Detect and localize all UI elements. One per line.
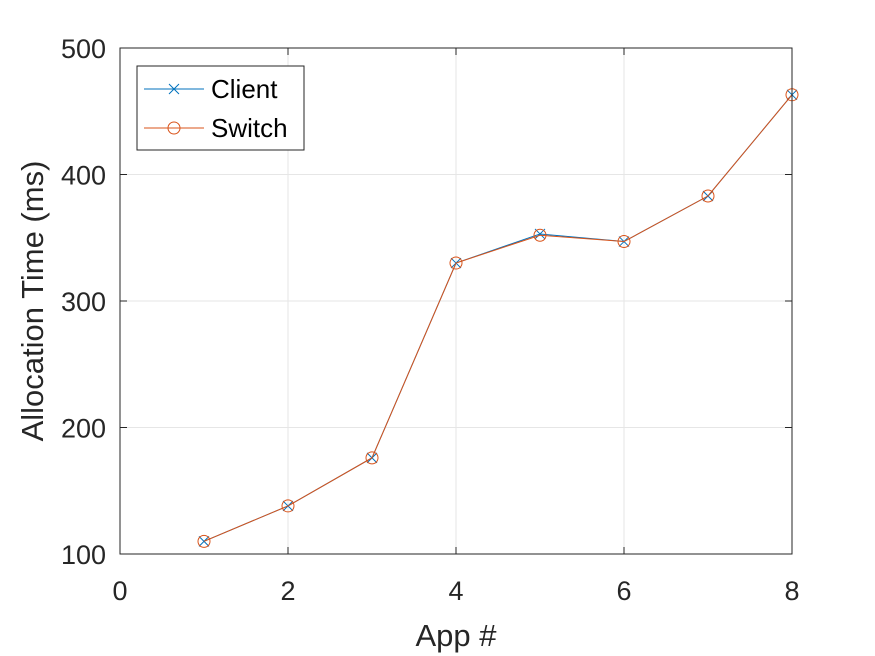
series-switch-point [701, 189, 715, 203]
series-switch-point [281, 499, 295, 513]
series-switch-point [365, 451, 379, 465]
axis-ticks [119, 47, 793, 555]
series-switch-point [617, 235, 631, 249]
series-switch-point [449, 256, 463, 270]
x-tick-label: 8 [784, 576, 799, 606]
x-tick-label: 6 [616, 576, 631, 606]
series-switch-line [203, 94, 793, 542]
tick-labels: 0 2 4 6 8 100 200 300 400 500 [61, 34, 800, 606]
series-layer [197, 88, 799, 548]
legend-client-x-marker [168, 83, 180, 95]
x-tick-label: 2 [280, 576, 295, 606]
x-axis-label: App # [415, 618, 497, 653]
legend-switch-label: Switch [211, 113, 288, 143]
series-switch [197, 88, 799, 548]
y-axis-label: Allocation Time (ms) [15, 161, 50, 442]
series-switch-point [533, 228, 547, 242]
legend-switch-circle-marker [167, 121, 181, 135]
y-tick-label: 300 [61, 287, 106, 317]
series-switch-point [197, 534, 211, 548]
x-tick-label: 0 [112, 576, 127, 606]
y-tick-label: 100 [61, 540, 106, 570]
y-tick-label: 400 [61, 161, 106, 191]
legend-client-label: Client [211, 74, 278, 104]
legend-box [136, 65, 305, 151]
legend: Client Switch [136, 65, 305, 151]
y-tick-label: 500 [61, 34, 106, 64]
x-tick-label: 4 [448, 576, 463, 606]
y-tick-label: 200 [61, 414, 106, 444]
